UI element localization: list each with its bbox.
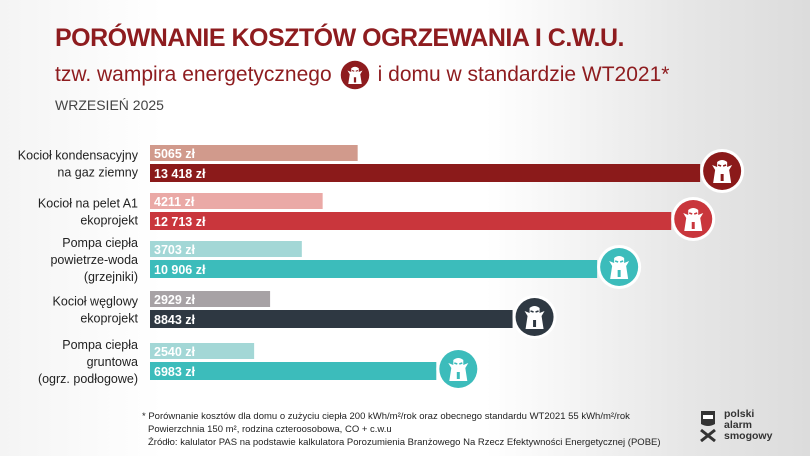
bar-vampire (150, 362, 437, 380)
category-label: (ogrz. podłogowe) (38, 372, 138, 386)
bar-group: Pompa ciepła powietrze-woda (grzejniki) 370… (50, 236, 642, 289)
vampire-icon (671, 197, 716, 241)
vampire-icon (436, 347, 481, 391)
bar-value-label: 3703 zł (154, 243, 196, 257)
category-label: Kocioł węglowy (53, 295, 139, 309)
subtitle-before: tzw. wampira energetycznego (55, 63, 332, 86)
vampire-icon (340, 60, 369, 90)
bar-vampire (150, 164, 701, 182)
category-label: gruntowa (87, 355, 138, 369)
logo-line-3: smogowy (724, 429, 773, 442)
bar-value-label: 4211 zł (154, 195, 195, 209)
bar-vampire (150, 310, 513, 328)
bar-group: Kocioł kondensacyjny na gaz ziemny 5065 zł… (18, 145, 745, 193)
page-title: PORÓWNANIE KOSZTÓW OGRZEWANIA I C.W.U. (55, 24, 624, 52)
category-label: (grzejniki) (84, 270, 138, 284)
logo-mask-icon (700, 411, 716, 442)
bar-value-label: 2540 zł (154, 345, 196, 359)
bar-group: Kocioł węglowy ekoprojekt 2929 zł 8843 zł (53, 291, 557, 339)
category-label: ekoprojekt (80, 214, 138, 228)
category-label: Kocioł na pelet A1 (38, 197, 138, 211)
footnote-line-2: Powierzchnia 150 m², rodzina czteroosobo… (148, 424, 392, 435)
bar-wt2021 (150, 343, 255, 359)
bar-wt2021 (150, 291, 271, 307)
category-label: powietrze-woda (50, 253, 138, 267)
bar-value-label: 8843 zł (154, 313, 196, 327)
date-label: WRZESIEŃ 2025 (55, 97, 164, 113)
category-label: ekoprojekt (80, 312, 138, 326)
polski-alarm-smogowy-logo: polski alarm smogowy (698, 408, 772, 442)
bar-group: Pompa ciepła gruntowa (ogrz. podłogowe) 254… (38, 338, 481, 391)
category-label: Pompa ciepła (62, 338, 138, 352)
bar-value-label: 12 713 zł (154, 215, 206, 229)
page-subtitle: tzw. wampira energetycznego i domu w sta… (55, 60, 669, 90)
logo-line-2: alarm (724, 418, 753, 431)
footnote-line-3: Źródło: kalulator PAS na podstawie kalku… (148, 437, 661, 448)
vampire-icon (597, 245, 642, 289)
bar-vampire (150, 260, 598, 278)
bar-value-label: 13 418 zł (154, 167, 206, 181)
bar-wt2021 (150, 145, 358, 161)
subtitle-after: i domu w standardzie WT2021* (377, 63, 670, 86)
category-label: Pompa ciepła (62, 236, 138, 250)
footnote-line-1: * Porównanie kosztów dla domu o zużyciu … (142, 411, 630, 422)
bar-value-label: 2929 zł (154, 293, 196, 307)
bar-value-label: 10 906 zł (154, 263, 206, 277)
category-label: Kocioł kondensacyjny (18, 149, 139, 163)
footnote: * Porównanie kosztów dla domu o zużyciu … (142, 410, 661, 449)
bar-vampire (150, 212, 672, 230)
bar-group: Kocioł na pelet A1 ekoprojekt 4211 zł 12 71… (38, 193, 716, 241)
bar-wt2021 (150, 193, 323, 209)
vampire-icon (700, 149, 745, 193)
bar-value-label: 6983 zł (154, 365, 196, 379)
bar-value-label: 5065 zł (154, 147, 196, 161)
logo-line-1: polski (724, 407, 755, 420)
category-label: na gaz ziemny (57, 166, 138, 180)
vampire-icon (512, 295, 557, 339)
bar-wt2021 (150, 241, 302, 257)
